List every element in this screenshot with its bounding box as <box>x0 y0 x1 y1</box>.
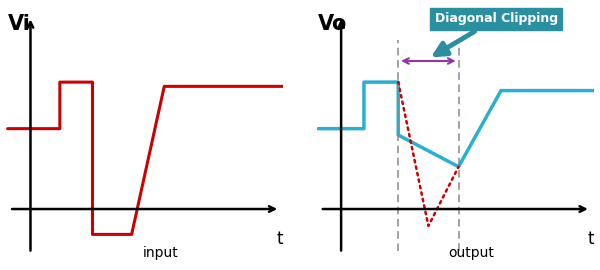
Text: Diagonal Clipping: Diagonal Clipping <box>434 12 557 55</box>
Text: Vi: Vi <box>8 14 31 35</box>
Text: output: output <box>449 246 494 260</box>
Text: Vo: Vo <box>318 14 347 35</box>
Text: t: t <box>587 230 594 248</box>
Text: input: input <box>143 246 179 260</box>
Text: t: t <box>277 230 283 248</box>
